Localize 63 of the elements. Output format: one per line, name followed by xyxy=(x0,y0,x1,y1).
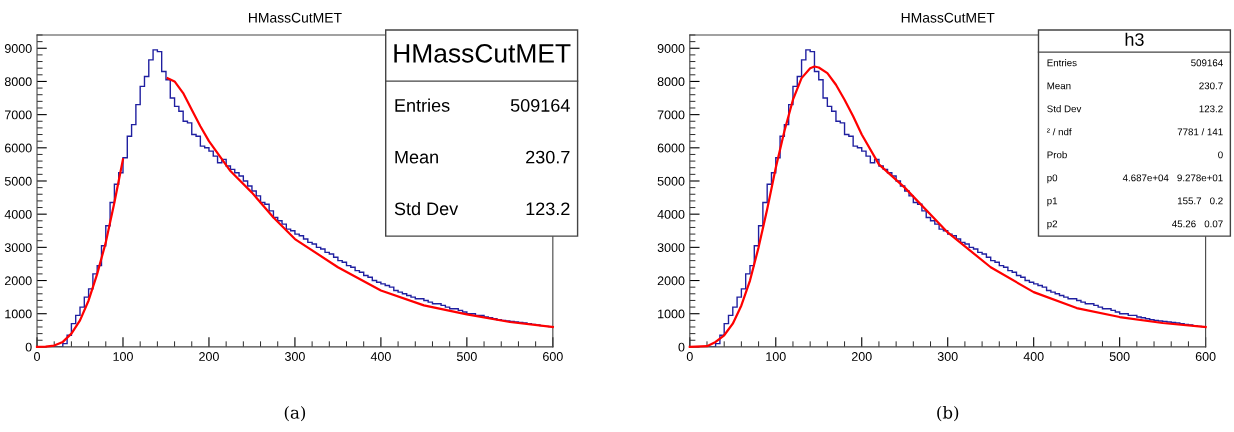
y-tick-label: 3000 xyxy=(4,243,32,252)
annotation: Entries xyxy=(1047,59,1077,67)
annotation: p2 xyxy=(1047,220,1058,230)
x-tick-label: 500 xyxy=(1109,352,1130,361)
x-tick-label: 600 xyxy=(1195,352,1216,361)
y-tick-label: 2000 xyxy=(657,276,685,286)
annotation: 123.2 xyxy=(526,202,570,216)
x-tick-label: 300 xyxy=(937,352,958,361)
y-tick-label: 4000 xyxy=(4,209,32,219)
y-tick-label: 6000 xyxy=(657,143,685,153)
y-tick-label: 5000 xyxy=(4,176,32,186)
annotation: 230.7 xyxy=(526,150,570,164)
x-tick-label: 0 xyxy=(686,352,693,361)
annotation: 155.7 0.2 xyxy=(1177,197,1223,205)
annotation: Prob xyxy=(1047,151,1067,159)
annotation: 4.687e+04 9.278e+01 xyxy=(1122,174,1223,182)
annotation: ² / ndf xyxy=(1046,128,1072,136)
annotation: Mean xyxy=(1047,82,1071,90)
x-tick-label: 600 xyxy=(543,352,563,361)
y-tick-label: 2000 xyxy=(4,276,32,286)
text: (b) xyxy=(937,405,959,422)
annotation: Mean xyxy=(395,150,438,164)
annotation: 509164 xyxy=(510,99,570,112)
x-tick-label: 0 xyxy=(34,352,41,361)
y-tick-label: 4000 xyxy=(657,209,685,219)
annotation: HMassCutMET xyxy=(394,43,571,63)
text: 0 xyxy=(1218,151,1223,159)
annotation: h3 xyxy=(1125,32,1144,46)
y-tick-label: 6000 xyxy=(4,143,32,153)
annotation: 7781 / 141 xyxy=(1177,128,1223,136)
y-tick-label: 0 xyxy=(678,342,685,352)
y-tick-label: 9000 xyxy=(657,44,685,53)
x-tick-label: 400 xyxy=(1023,352,1044,361)
annotation: 509164 xyxy=(1191,59,1223,67)
annotation: p0 xyxy=(1047,174,1058,184)
x-tick-label: 500 xyxy=(456,352,477,361)
annotation: 45.26 0.07 xyxy=(1172,220,1223,228)
annotation: p1 xyxy=(1047,197,1058,207)
y-tick-label: 7000 xyxy=(4,110,32,120)
annotation: Std Dev xyxy=(1047,105,1082,113)
y-tick-label: 0 xyxy=(25,342,32,352)
y-tick-label: 8000 xyxy=(657,77,685,87)
chart-title: HMassCutMET xyxy=(249,12,342,23)
annotation: 123.2 xyxy=(1199,105,1223,113)
x-tick-label: 300 xyxy=(284,352,305,361)
x-tick-label: 200 xyxy=(199,352,219,361)
y-tick-label: 1000 xyxy=(5,309,32,319)
x-tick-label: 100 xyxy=(113,352,133,361)
x-tick-label: 200 xyxy=(851,352,872,361)
y-tick-label: 9000 xyxy=(4,44,32,53)
text: (a) xyxy=(284,405,306,422)
y-tick-label: 8000 xyxy=(4,77,32,87)
annotation: 230.7 xyxy=(1199,82,1223,90)
chart-title: HMassCutMET xyxy=(901,12,995,23)
y-tick-label: 3000 xyxy=(657,243,685,252)
line-series xyxy=(35,158,125,349)
y-tick-label: 7000 xyxy=(657,110,685,120)
y-tick-label: 1000 xyxy=(658,309,685,319)
y-tick-label: 5000 xyxy=(657,176,685,186)
annotation: Std Dev xyxy=(394,201,459,216)
x-tick-label: 100 xyxy=(766,352,786,361)
x-tick-label: 400 xyxy=(370,352,391,361)
annotation: Entries xyxy=(395,98,450,112)
